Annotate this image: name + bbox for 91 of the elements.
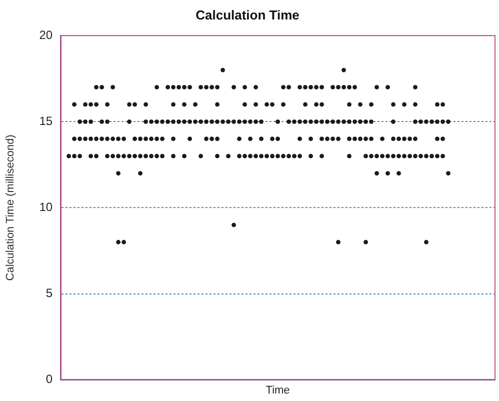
point bbox=[171, 154, 176, 158]
point bbox=[435, 136, 440, 142]
point bbox=[352, 136, 357, 142]
point bbox=[364, 240, 368, 244]
point bbox=[188, 136, 192, 142]
point bbox=[440, 154, 445, 158]
point bbox=[198, 154, 203, 158]
point bbox=[232, 222, 236, 228]
y-axis-title: Calculation Time (millisecond) bbox=[4, 134, 17, 281]
point bbox=[413, 119, 418, 124]
point bbox=[160, 154, 164, 158]
point bbox=[347, 154, 352, 158]
point bbox=[210, 136, 214, 142]
x-axis-title: Time bbox=[266, 384, 290, 396]
point bbox=[88, 154, 93, 158]
point bbox=[88, 136, 93, 142]
point bbox=[116, 171, 120, 176]
point bbox=[364, 154, 368, 158]
point bbox=[154, 154, 159, 158]
point bbox=[78, 154, 82, 158]
point bbox=[204, 136, 208, 142]
point bbox=[396, 171, 401, 176]
point bbox=[369, 136, 374, 142]
point bbox=[276, 154, 280, 158]
point bbox=[281, 154, 286, 158]
point bbox=[314, 119, 318, 124]
point bbox=[94, 136, 98, 142]
point bbox=[138, 171, 142, 176]
y-tick-label: 10 bbox=[39, 200, 53, 214]
point bbox=[154, 136, 159, 142]
point bbox=[215, 119, 220, 124]
point bbox=[254, 119, 258, 124]
point bbox=[110, 154, 115, 158]
point bbox=[215, 136, 220, 142]
point bbox=[391, 154, 396, 158]
point bbox=[242, 154, 247, 158]
point bbox=[83, 136, 88, 142]
point bbox=[242, 119, 247, 124]
point bbox=[149, 154, 154, 158]
point bbox=[402, 154, 406, 158]
point bbox=[308, 154, 313, 158]
point bbox=[237, 154, 242, 158]
point bbox=[215, 154, 220, 158]
point bbox=[336, 136, 340, 142]
point bbox=[182, 119, 186, 124]
point bbox=[424, 240, 428, 244]
point bbox=[248, 154, 252, 158]
point bbox=[122, 240, 126, 244]
point bbox=[171, 136, 176, 142]
chart-title: Calculation Time bbox=[196, 7, 300, 22]
point bbox=[72, 154, 76, 158]
point bbox=[100, 136, 104, 142]
point bbox=[144, 136, 148, 142]
point bbox=[127, 154, 132, 158]
point bbox=[105, 136, 110, 142]
point bbox=[386, 171, 390, 176]
point bbox=[413, 136, 418, 142]
point bbox=[330, 136, 335, 142]
point bbox=[435, 154, 440, 158]
point bbox=[320, 136, 324, 142]
point bbox=[171, 119, 176, 124]
point bbox=[144, 154, 148, 158]
point bbox=[369, 154, 374, 158]
point bbox=[358, 136, 362, 142]
point bbox=[440, 136, 445, 142]
y-tick-label: 20 bbox=[39, 28, 53, 42]
point bbox=[286, 154, 291, 158]
point bbox=[342, 119, 346, 124]
point bbox=[347, 136, 352, 142]
point bbox=[182, 154, 186, 158]
point bbox=[320, 154, 324, 158]
point bbox=[259, 154, 264, 158]
point bbox=[298, 154, 302, 158]
point bbox=[254, 154, 258, 158]
point bbox=[374, 171, 379, 176]
point bbox=[308, 136, 313, 142]
y-tick-label: 0 bbox=[46, 372, 53, 386]
point bbox=[413, 154, 418, 158]
point bbox=[298, 136, 302, 142]
point bbox=[320, 119, 324, 124]
point bbox=[94, 154, 98, 158]
point bbox=[347, 119, 352, 124]
point bbox=[116, 240, 120, 244]
point bbox=[391, 136, 396, 142]
point bbox=[132, 154, 137, 158]
point bbox=[105, 154, 110, 158]
y-tick-label: 5 bbox=[46, 286, 53, 300]
point bbox=[303, 119, 308, 124]
point bbox=[336, 240, 340, 244]
point bbox=[270, 154, 274, 158]
y-tick-label: 15 bbox=[39, 114, 53, 128]
